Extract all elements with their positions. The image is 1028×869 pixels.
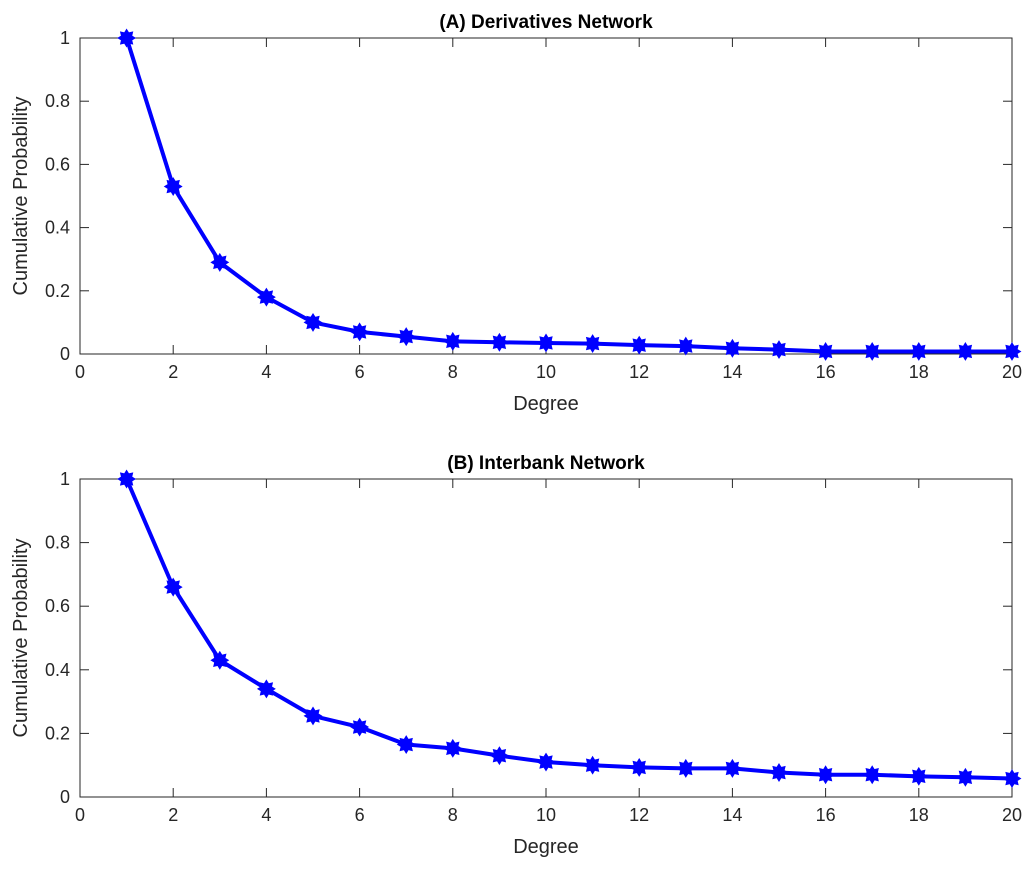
y-tick-label: 0.2 <box>45 723 70 743</box>
x-tick-label: 2 <box>168 362 178 382</box>
data-point-marker <box>163 577 183 597</box>
x-tick-label: 14 <box>722 362 742 382</box>
data-point-marker <box>769 763 789 782</box>
x-tick-label: 18 <box>909 362 929 382</box>
y-tick-label: 0.6 <box>45 596 70 616</box>
x-tick-label: 8 <box>448 805 458 825</box>
panel-b: 0 2 4 6 8 10 12 14 16 18 20 0 0.2 0.4 0.6 0.8 1 (B) Inter… <box>10 453 1022 858</box>
y-tick-label: 0.4 <box>45 660 70 680</box>
data-point-marker <box>163 177 183 196</box>
data-point-marker <box>629 757 649 777</box>
data-point-marker <box>629 335 649 355</box>
data-point-marker <box>350 717 370 737</box>
data-point-marker <box>676 336 696 356</box>
data-point-marker <box>350 322 370 342</box>
y-tick-label: 0 <box>60 344 70 364</box>
data-point-marker <box>955 342 975 361</box>
x-tick-label: 10 <box>536 362 556 382</box>
data-point-marker <box>862 342 882 361</box>
x-tick-label: 4 <box>261 805 271 825</box>
data-point-marker <box>443 738 463 758</box>
series-line <box>124 37 1012 354</box>
data-point-marker <box>396 327 416 347</box>
data-point-marker <box>1002 342 1022 361</box>
data-point-marker <box>816 342 836 361</box>
data-point-marker <box>117 28 137 48</box>
data-point-marker <box>1002 769 1022 789</box>
data-point-marker <box>816 765 836 785</box>
x-tick-label: 6 <box>355 805 365 825</box>
x-tick-label: 6 <box>355 362 365 382</box>
x-tick-label: 4 <box>261 362 271 382</box>
y-tick-label: 0.8 <box>45 533 70 553</box>
data-point-marker <box>676 758 696 778</box>
x-tick-label: 18 <box>909 805 929 825</box>
chart-title: (B) Interbank Network <box>447 453 645 474</box>
data-point-marker <box>117 469 137 489</box>
data-point-marker <box>536 333 556 353</box>
data-point-marker <box>862 765 882 785</box>
series-line <box>124 478 1013 781</box>
data-point-marker <box>443 331 463 351</box>
data-point-marker <box>489 746 509 766</box>
axes-box <box>79 478 1013 798</box>
data-point-marker <box>769 340 789 360</box>
x-tick-label: 14 <box>722 805 742 825</box>
x-tick-label: 2 <box>168 805 178 825</box>
x-tick-label: 16 <box>816 362 836 382</box>
y-tick-label: 0.4 <box>45 218 70 238</box>
y-tick-label: 0.6 <box>45 154 70 174</box>
x-tick-label: 20 <box>1002 362 1022 382</box>
x-tick-label: 16 <box>816 805 836 825</box>
x-tick-label: 0 <box>75 362 85 382</box>
data-point-marker <box>256 287 276 307</box>
data-point-marker <box>583 755 603 775</box>
data-point-marker <box>256 679 276 699</box>
y-axis-label: Cumulative Probability <box>10 97 32 296</box>
data-point-marker <box>210 252 230 272</box>
y-axis-label: Cumulative Probability <box>10 539 32 738</box>
x-axis-label: Degree <box>513 836 579 858</box>
data-point-marker <box>909 766 929 786</box>
data-point-marker <box>583 334 603 354</box>
chart-title: (A) Derivatives Network <box>439 12 653 33</box>
x-tick-label: 12 <box>629 362 649 382</box>
x-tick-label: 0 <box>75 805 85 825</box>
y-tick-label: 0 <box>60 787 70 807</box>
x-tick-label: 20 <box>1002 805 1022 825</box>
data-point-marker <box>536 752 556 772</box>
data-point-marker <box>955 767 975 787</box>
data-point-marker <box>722 758 742 778</box>
x-tick-label: 8 <box>448 362 458 382</box>
y-tick-label: 0.8 <box>45 91 70 111</box>
data-point-marker <box>489 332 509 352</box>
x-tick-label: 10 <box>536 805 556 825</box>
panel-a: 0 2 4 6 8 10 12 14 16 18 20 0 0.2 0.4 0.6 0.8 1 (A) Deriv… <box>10 12 1022 415</box>
x-axis-label: Degree <box>513 393 579 415</box>
data-point-marker <box>210 650 230 670</box>
axes-box <box>79 37 1013 355</box>
x-tick-label: 12 <box>629 805 649 825</box>
y-tick-label: 0.2 <box>45 281 70 301</box>
data-point-marker <box>303 312 323 332</box>
data-point-marker <box>303 706 323 726</box>
y-tick-label: 1 <box>60 469 70 489</box>
data-point-marker <box>722 338 742 358</box>
y-tick-label: 1 <box>60 28 70 48</box>
data-point-marker <box>909 342 929 361</box>
data-point-marker <box>396 735 416 754</box>
